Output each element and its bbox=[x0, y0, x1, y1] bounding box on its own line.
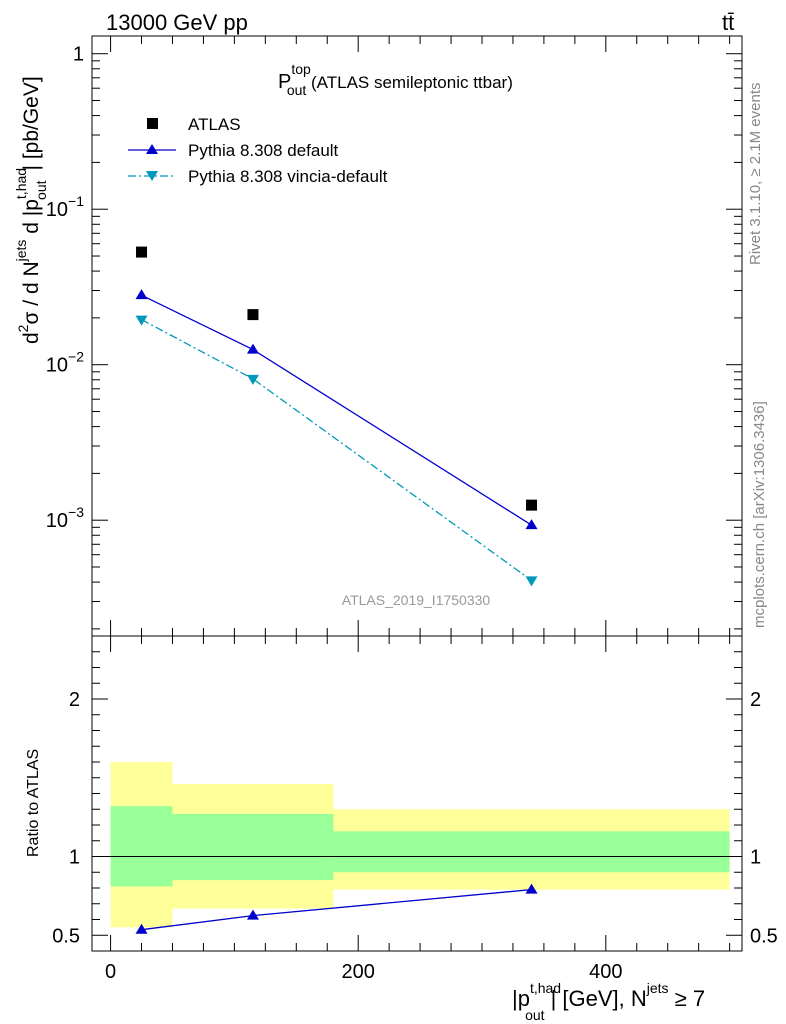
y-tick-label: 10−1 bbox=[46, 193, 84, 221]
inner-uncertainty-band bbox=[333, 831, 730, 873]
pythia-vincia-point bbox=[525, 576, 538, 587]
main-series bbox=[135, 246, 538, 587]
pythia-default-point bbox=[246, 343, 259, 354]
ratio-y-tick-label-right: 2 bbox=[750, 689, 761, 711]
rivet-label: Rivet 3.1.10, ≥ 2.1M events bbox=[747, 83, 764, 266]
xlabel-jets-sup: jets bbox=[646, 980, 669, 996]
atlas-point bbox=[526, 499, 538, 511]
ylabel-out-sub: out bbox=[33, 180, 49, 200]
xlabel-rest: | [GeV], N bbox=[551, 986, 647, 1011]
x-axis-label: |pt,had out | [GeV], Njets ≥ 7 bbox=[512, 980, 705, 1023]
y-tick-label: 10−2 bbox=[46, 349, 84, 377]
x-tick-label: 400 bbox=[589, 961, 622, 983]
pythia-default-line bbox=[141, 294, 532, 526]
title-rest: (ATLAS semileptonic ttbar) bbox=[306, 73, 513, 92]
y-tick-label-base: 10 bbox=[46, 199, 68, 221]
uncertainty-bands bbox=[110, 762, 730, 928]
analysis-watermark: ATLAS_2019_I1750330 bbox=[342, 592, 491, 608]
ratio-y-tick-label-right: 1 bbox=[750, 847, 761, 869]
xlabel-thad-sup: t,had bbox=[530, 980, 561, 996]
ratio-y-tick-label-left: 0.5 bbox=[52, 925, 80, 947]
title-sub: out bbox=[287, 82, 307, 98]
y-tick-label-exp: −2 bbox=[68, 349, 84, 365]
ratio-panel: 0.5 0.5 1 1 2 2 0 200 400 Ratio to ATLAS |pt,had… bbox=[25, 635, 778, 1023]
ylabel-rest: d |p bbox=[20, 199, 43, 239]
ylabel-sigma-sup: 2 bbox=[15, 324, 31, 332]
ratio-y-tick-label-left: 1 bbox=[69, 847, 80, 869]
ratio-y-axis-label: Ratio to ATLAS bbox=[25, 749, 42, 857]
ratio-y-tick-label-left: 2 bbox=[69, 689, 80, 711]
xlabel-out-sub: out bbox=[525, 1007, 545, 1023]
inner-uncertainty-band bbox=[172, 813, 334, 881]
title-main: P bbox=[278, 71, 291, 93]
legend-marker-vincia bbox=[146, 171, 158, 181]
plot-title: Ptop out (ATLAS semileptonic ttbar) bbox=[278, 61, 513, 98]
y-tick-label-base: 10 bbox=[46, 355, 68, 377]
legend-label-default: Pythia 8.308 default bbox=[188, 141, 339, 160]
process-label: tt̄ bbox=[722, 10, 734, 35]
legend: ATLAS Pythia 8.308 default Pythia 8.308 … bbox=[128, 115, 388, 186]
ratio-tick-labels: 0.5 0.5 1 1 2 2 0 200 400 bbox=[52, 689, 778, 983]
ratio-default-point bbox=[246, 909, 259, 920]
ratio-y-tick-label-right: 0.5 bbox=[750, 925, 778, 947]
ratio-default-point bbox=[135, 923, 148, 934]
main-y-axis-label: d2σ / d Njets d |pt,had out | [pb/GeV] bbox=[13, 76, 49, 344]
main-axis-ticks bbox=[92, 36, 742, 636]
main-panel: 110−110−210−3 Ptop out (ATLAS semileptoni… bbox=[13, 35, 743, 637]
x-tick-label: 0 bbox=[105, 961, 116, 983]
ratio-series bbox=[135, 883, 538, 934]
atlas-point bbox=[136, 246, 148, 258]
legend-label-vincia: Pythia 8.308 vincia-default bbox=[188, 167, 388, 186]
pythia-default-point bbox=[525, 519, 538, 530]
atlas-point bbox=[247, 309, 259, 321]
legend-marker-default bbox=[146, 144, 158, 154]
ratio-axis-ticks bbox=[92, 635, 742, 952]
ylabel-sigma: σ / d N bbox=[20, 261, 43, 324]
mcplots-label: mcplots.cern.ch [arXiv:1306.3436] bbox=[751, 401, 768, 628]
title-sup: top bbox=[291, 61, 311, 77]
legend-marker-atlas bbox=[147, 118, 158, 129]
ylabel-units: | [pb/GeV] bbox=[20, 76, 43, 170]
legend-label-atlas: ATLAS bbox=[188, 115, 241, 134]
ylabel-d: d bbox=[20, 332, 43, 344]
energy-label: 13000 GeV pp bbox=[106, 10, 248, 35]
y-tick-label: 10−3 bbox=[46, 504, 84, 532]
pythia-vincia-point bbox=[246, 374, 259, 385]
ylabel-thad-sup: t,had bbox=[13, 168, 29, 199]
y-tick-label-base: 10 bbox=[46, 510, 68, 532]
ylabel-jets-sup: jets bbox=[13, 240, 29, 263]
pythia-vincia-point bbox=[135, 315, 148, 326]
pythia-default-point bbox=[135, 289, 148, 300]
y-tick-label-exp: −1 bbox=[68, 193, 84, 209]
xlabel-p: |p bbox=[512, 986, 530, 1011]
y-tick-label-exp: −3 bbox=[68, 504, 84, 520]
xlabel-cond: ≥ 7 bbox=[669, 986, 706, 1011]
main-tick-labels: 110−110−210−3 bbox=[46, 44, 84, 532]
x-tick-label: 200 bbox=[342, 961, 375, 983]
ratio-default-point bbox=[525, 883, 538, 894]
y-tick-label: 1 bbox=[73, 44, 84, 66]
pythia-vincia-line bbox=[141, 319, 532, 581]
inner-uncertainty-band bbox=[110, 806, 173, 887]
